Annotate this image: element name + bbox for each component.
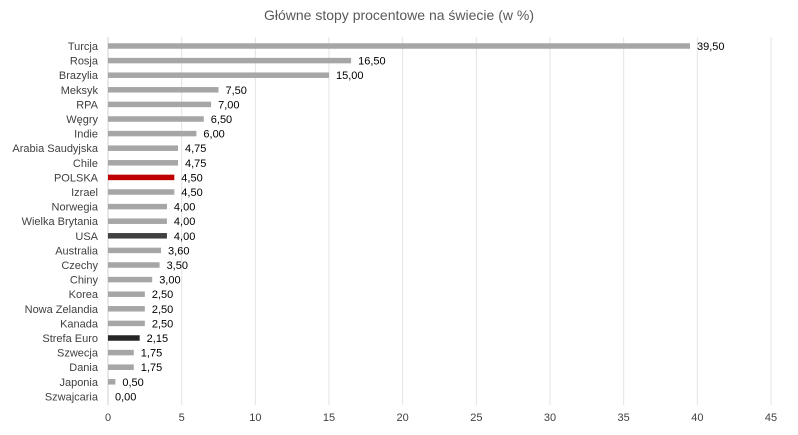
category-label: Szwecja (57, 348, 99, 360)
bars (108, 43, 690, 385)
bar (108, 72, 329, 78)
data-label: 3,50 (167, 260, 188, 272)
data-label: 15,00 (336, 70, 364, 82)
x-tick-label: 25 (470, 412, 482, 424)
data-label: 4,00 (174, 216, 195, 228)
category-label: Dania (69, 362, 99, 374)
data-label: 6,00 (203, 129, 224, 141)
x-tick-label: 0 (105, 412, 111, 424)
category-label: Brazylia (59, 70, 99, 82)
data-label: 39,50 (697, 41, 725, 53)
bar (108, 335, 140, 341)
category-label: POLSKA (54, 172, 99, 184)
bar (108, 364, 134, 370)
bar (108, 87, 219, 93)
bar (108, 262, 160, 268)
category-label: Chiny (70, 275, 99, 287)
bar (108, 101, 212, 108)
bar (108, 130, 197, 137)
category-label: Arabia Saudyjska (12, 143, 98, 155)
category-labels: Turcja Rosja Brazylia Meksyk RPA Węgry Indie Ar… (12, 41, 98, 403)
data-label: 2,50 (152, 304, 173, 316)
data-label: 2,50 (152, 318, 173, 330)
bar (108, 43, 690, 49)
data-label: 2,50 (152, 289, 173, 301)
x-tick-label: 15 (323, 412, 335, 424)
x-tick-label: 20 (397, 412, 409, 424)
data-label: 7,00 (218, 99, 239, 111)
data-label: 2,15 (147, 333, 168, 345)
data-label: 4,00 (174, 231, 195, 243)
category-label: Australia (55, 245, 99, 257)
bar (108, 233, 167, 239)
x-tick-label: 40 (691, 412, 703, 424)
bar (108, 203, 167, 210)
data-label: 6,50 (211, 114, 232, 126)
x-tick-label: 35 (618, 412, 630, 424)
data-label: 4,75 (185, 158, 206, 170)
data-label: 3,60 (168, 245, 189, 257)
data-label: 0,00 (115, 391, 136, 403)
data-label: 0,50 (122, 377, 143, 389)
bar (108, 320, 145, 327)
data-label: 7,50 (226, 85, 247, 97)
data-label: 1,75 (141, 348, 162, 360)
gridlines (107, 37, 772, 405)
data-label: 4,00 (174, 202, 195, 214)
category-label: Strefa Euro (42, 333, 98, 345)
data-label: 4,50 (181, 187, 202, 199)
category-label: Korea (69, 289, 99, 301)
category-label: Nowa Zelandia (25, 304, 99, 316)
category-label: RPA (76, 99, 98, 111)
bar (108, 276, 153, 283)
bar (108, 349, 134, 356)
category-label: Turcja (68, 41, 99, 53)
x-axis-ticks: 0 5 10 15 20 25 30 35 40 45 (105, 412, 777, 424)
data-labels: 39,50 16,50 15,00 7,50 7,00 6,50 6,00 4,75 4,75 4… (115, 41, 724, 403)
category-label: Kanada (60, 318, 99, 330)
category-label: Chile (73, 158, 98, 170)
chart-title: Główne stopy procentowe na świecie (w %) (264, 7, 534, 23)
category-label: Szwajcaria (45, 391, 99, 403)
x-tick-label: 30 (544, 412, 556, 424)
bar (108, 306, 145, 312)
category-label: Węgry (66, 114, 98, 126)
category-label: Japonia (59, 377, 98, 389)
x-tick-label: 45 (765, 412, 777, 424)
category-label: Rosja (70, 56, 99, 68)
x-tick-label: 5 (179, 412, 185, 424)
bar (108, 189, 175, 195)
bar (108, 116, 204, 122)
category-label: Meksyk (61, 85, 99, 97)
x-tick-label: 10 (249, 412, 261, 424)
data-label: 3,00 (159, 275, 180, 287)
data-label: 16,50 (358, 56, 386, 68)
bar (108, 379, 116, 385)
bar (108, 57, 352, 64)
data-label: 4,75 (185, 143, 206, 155)
bar (108, 174, 175, 181)
bar (108, 291, 145, 297)
category-label: Norwegia (52, 202, 99, 214)
category-label: USA (75, 231, 98, 243)
bar (108, 218, 167, 224)
category-label: Wielka Brytania (22, 216, 99, 228)
data-label: 4,50 (181, 172, 202, 184)
category-label: Czechy (61, 260, 98, 272)
data-label: 1,75 (141, 362, 162, 374)
bar (108, 145, 178, 151)
bar (108, 247, 162, 254)
bar (108, 160, 178, 166)
category-label: Izrael (71, 187, 98, 199)
category-label: Indie (74, 129, 98, 141)
